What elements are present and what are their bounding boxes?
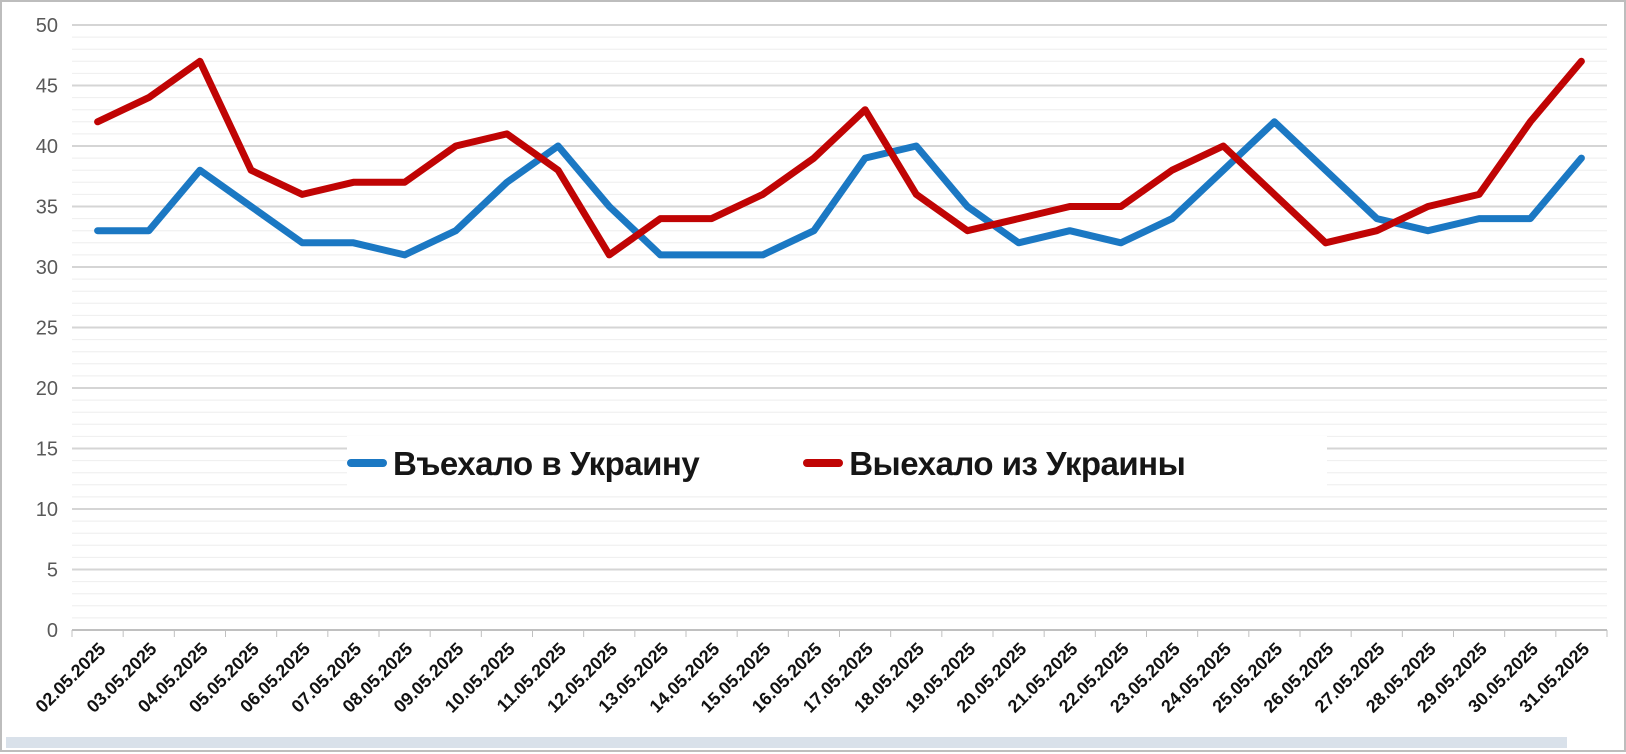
legend-item-exited-ukraine: Выехало из Украины [803,444,1186,482]
y-axis-tick-label: 10 [36,499,58,521]
y-axis-tick-label: 25 [36,318,58,340]
y-axis-tick-label: 50 [36,15,58,37]
legend-label-exited-ukraine: Выехало из Украины [849,444,1186,482]
legend-line-swatch-blue-icon [347,459,387,467]
y-axis-tick-label: 0 [47,620,58,642]
y-axis-tick-label: 40 [36,136,58,158]
series-line-entered-ukraine [94,118,1585,259]
legend-line-swatch-red-icon [803,459,844,467]
series-line-exited-ukraine [94,57,1585,259]
legend-label-entered-ukraine: Въехало в Украину [393,444,700,482]
y-axis-tick-label: 30 [36,257,58,279]
horizontal-scrollbar-strip[interactable] [6,737,1567,748]
y-axis-tick-label: 15 [36,439,58,461]
y-axis-tick-label: 20 [36,378,58,400]
y-axis-tick-label: 45 [36,76,58,98]
chart-legend: Въехало в Украину Выехало из Украины [347,436,1327,490]
y-axis-tick-label: 5 [47,560,58,582]
legend-item-entered-ukraine: Въехало в Украину [347,444,700,482]
y-axis-tick-label: 35 [36,197,58,219]
